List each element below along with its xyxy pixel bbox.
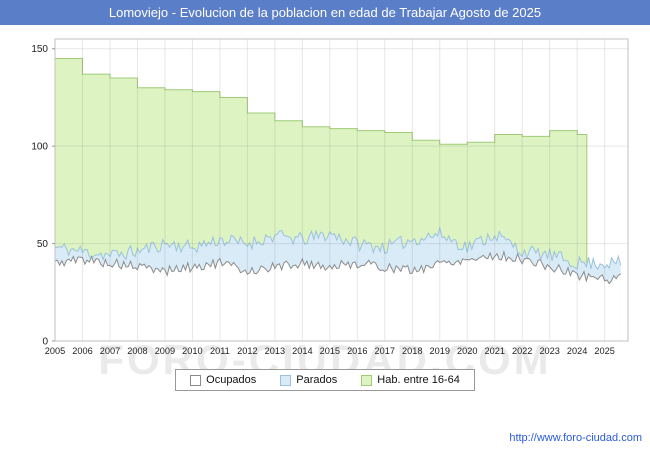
x-tick-label: 2025 (594, 346, 614, 356)
x-tick-label: 2012 (237, 346, 257, 356)
legend-row: Ocupados Parados Hab. entre 16-64 (0, 369, 650, 391)
legend-swatch (190, 374, 202, 386)
legend-item-parados: Parados (280, 374, 337, 386)
x-tick-label: 2018 (402, 346, 422, 356)
legend-swatch (361, 374, 373, 386)
x-tick-label: 2017 (375, 346, 395, 356)
axis-labels: 0 50 100 150 2005 2006 2007 2008 2009 2010 2011 201… (31, 44, 615, 356)
legend-item-ocupados: Ocupados (190, 374, 256, 386)
x-tick-label: 2010 (182, 346, 202, 356)
x-tick-label: 2009 (155, 346, 175, 356)
population-area-chart: 0 50 100 150 2005 2006 2007 2008 2009 2010 2011 201… (31, 38, 629, 356)
x-tick-label: 2014 (292, 346, 312, 356)
x-tick-label: 2024 (567, 346, 587, 356)
plot-border (54, 38, 629, 342)
x-tick-label: 2019 (430, 346, 450, 356)
x-tick-label: 2008 (127, 346, 147, 356)
line-hab-entre-16-64 (55, 58, 588, 341)
line-ocupados (54, 249, 621, 285)
y-tick-label: 100 (31, 142, 48, 153)
y-tick-label: 50 (37, 239, 49, 250)
x-tick-label: 2007 (100, 346, 120, 356)
legend-label: Parados (296, 374, 338, 386)
x-tick-label: 2006 (72, 346, 92, 356)
area-ocupados (55, 251, 621, 341)
x-tick-label: 2013 (265, 346, 285, 356)
x-tick-label: 2011 (210, 346, 230, 356)
x-tick-label: 2005 (45, 346, 65, 356)
x-tick-label: 2023 (539, 346, 559, 356)
x-tick-label: 2016 (347, 346, 367, 356)
x-tick-label: 2015 (320, 346, 340, 356)
line-parados (54, 227, 622, 270)
footer-url-link[interactable]: http://www.foro-ciudad.com (509, 432, 642, 444)
legend-label: Hab. entre 16-64 (377, 374, 460, 386)
chart-title: Lomoviejo - Evolucion de la poblacion en… (0, 0, 650, 25)
legend-label: Ocupados (206, 374, 257, 386)
x-tick-label: 2020 (457, 346, 477, 356)
chart-area: 0 50 100 150 2005 2006 2007 2008 2009 2010 2011 201… (0, 25, 650, 363)
legend: Ocupados Parados Hab. entre 16-64 (175, 369, 475, 391)
gridlines (54, 39, 628, 341)
y-tick-label: 150 (31, 44, 48, 55)
y-tick-label: 0 (42, 337, 48, 348)
legend-swatch (280, 374, 292, 386)
legend-item-hab-entre-16-64: Hab. entre 16-64 (361, 374, 460, 386)
x-tick-label: 2022 (512, 346, 532, 356)
x-tick-label: 2021 (484, 346, 504, 356)
